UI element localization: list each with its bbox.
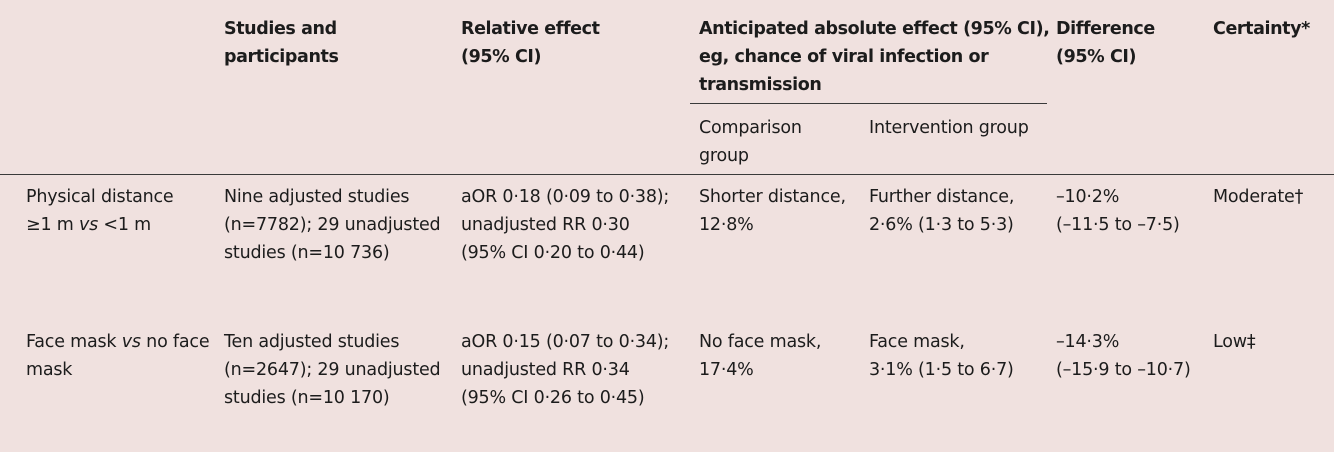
row-difference: –10·2% (–11·5 to –7·5) <box>1056 187 1180 235</box>
row-relative-effect: aOR 0·15 (0·07 to 0·34); unadjusted RR 0… <box>461 332 670 408</box>
header-certainty: Certainty* <box>1213 19 1310 39</box>
row-label-physical-distance: Physical distance ≥1 m vs <1 m <box>26 183 174 239</box>
header-bottom-rule <box>0 174 1334 175</box>
subheader-rule <box>690 103 1047 104</box>
row-intervention: Face mask, 3·1% (1·5 to 6·7) <box>869 332 1014 380</box>
row-comparison: No face mask, 17·4% <box>699 332 822 380</box>
row-studies: Ten adjusted studies (n=2647); 29 unadju… <box>224 332 441 408</box>
row-certainty: Moderate† <box>1213 187 1304 207</box>
row-label-pre: Face mask <box>26 332 122 352</box>
row-label-pre: Physical distance ≥1 m <box>26 187 174 235</box>
header-anticipated-effect: Anticipated absolute effect (95% CI), eg… <box>699 19 1050 95</box>
row-label-post: <1 m <box>98 215 152 235</box>
row-label-post: no face mask <box>26 332 210 380</box>
row-label-vs: vs <box>121 332 141 352</box>
header-comparison-group: Comparison group <box>699 118 802 166</box>
header-studies: Studies and participants <box>224 19 339 67</box>
row-relative-effect: aOR 0·18 (0·09 to 0·38); unadjusted RR 0… <box>461 187 670 263</box>
row-certainty: Low‡ <box>1213 332 1256 352</box>
header-relative-effect: Relative effect (95% CI) <box>461 19 600 67</box>
row-difference: –14·3% (–15·9 to –10·7) <box>1056 332 1191 380</box>
row-label-vs: vs <box>78 215 99 235</box>
header-intervention-group: Intervention group <box>869 118 1029 138</box>
row-label-face-mask: Face mask vs no face mask <box>26 328 210 384</box>
row-intervention: Further distance, 2·6% (1·3 to 5·3) <box>869 187 1015 235</box>
row-comparison: Shorter distance, 12·8% <box>699 187 846 235</box>
row-studies: Nine adjusted studies (n=7782); 29 unadj… <box>224 187 441 263</box>
header-difference: Difference (95% CI) <box>1056 19 1155 67</box>
